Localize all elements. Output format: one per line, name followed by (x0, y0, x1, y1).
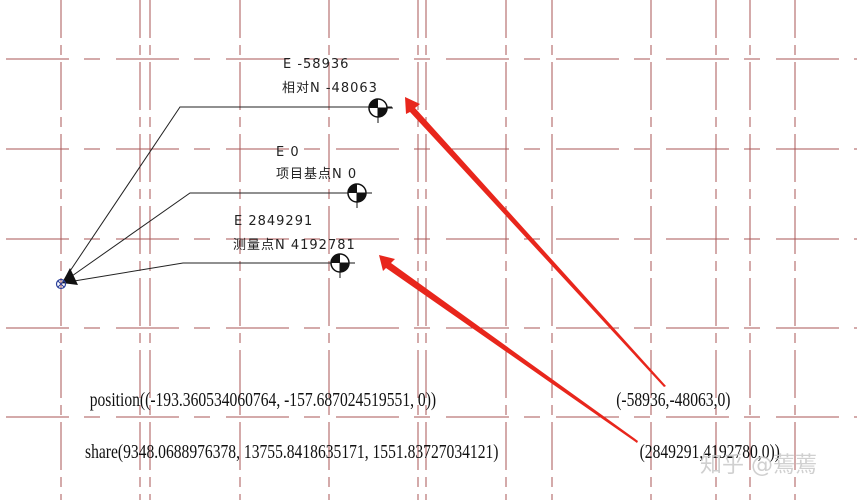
leader-line-project-base (61, 192, 372, 284)
share-call-text: share(9348.0688976378, 13755.8418635171,… (85, 440, 499, 463)
leader-line-survey (61, 262, 355, 284)
project-base-point-marker-icon[interactable] (347, 183, 372, 208)
red-arrow-to-survey (379, 255, 638, 443)
relative-e-label: E -58936 (283, 57, 349, 72)
survey-point-marker-icon[interactable] (330, 253, 355, 278)
share-result-text: (2849291,4192780,0)) (640, 440, 780, 463)
project-base-n-label: 项目基点N 0 (276, 167, 357, 182)
origin-marker-icon (55, 268, 78, 290)
annotation-arrows (379, 97, 666, 443)
code-output: position((-193.360534060764, -157.687024… (85, 388, 780, 463)
survey-e-label: E 2849291 (234, 214, 313, 229)
leader-line-relative (61, 106, 392, 284)
point-labels: E -58936 相对N -48063 E 0 项目基点N 0 E 284929… (233, 57, 378, 253)
project-base-e-label: E 0 (276, 145, 300, 160)
leader-lines (61, 106, 392, 284)
red-arrow-to-relative (405, 97, 666, 387)
survey-point-marker-icon[interactable] (368, 98, 393, 123)
position-call-text: position((-193.360534060764, -157.687024… (90, 388, 436, 411)
relative-n-label: 相对N -48063 (282, 81, 378, 96)
position-result-text: (-58936,-48063,0) (616, 388, 730, 411)
survey-n-label: 测量点N 4192781 (233, 238, 356, 253)
watermark: 知乎 @蔫蔫 (700, 453, 817, 478)
grid-lines (6, 0, 857, 500)
